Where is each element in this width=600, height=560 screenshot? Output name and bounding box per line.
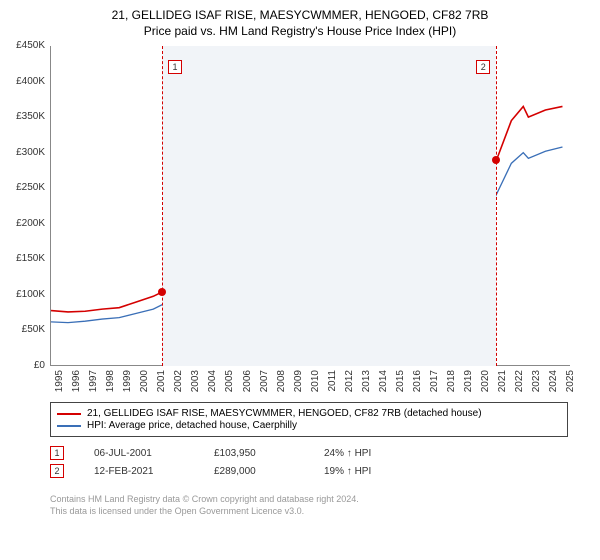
x-axis-label: 2019 — [463, 370, 474, 398]
footer-line: This data is licensed under the Open Gov… — [50, 506, 359, 518]
legend-item: HPI: Average price, detached house, Caer… — [57, 420, 561, 431]
shaded-period-band — [162, 46, 496, 366]
footer-attribution: Contains HM Land Registry data © Crown c… — [50, 494, 359, 517]
x-axis-label: 2018 — [446, 370, 457, 398]
x-axis-label: 2013 — [361, 370, 372, 398]
sales-row: 2 12-FEB-2021 £289,000 19% ↑ HPI — [50, 464, 371, 478]
y-axis-label: £400K — [5, 76, 45, 87]
x-axis-label: 2022 — [514, 370, 525, 398]
x-axis-label: 2002 — [173, 370, 184, 398]
sales-table: 1 06-JUL-2001 £103,950 24% ↑ HPI 2 12-FEB-202… — [50, 442, 371, 478]
sales-date: 12-FEB-2021 — [94, 466, 184, 477]
x-axis-label: 2011 — [327, 370, 338, 398]
x-axis-label: 2017 — [429, 370, 440, 398]
sale-marker-dot — [492, 156, 500, 164]
x-axis-label: 1996 — [71, 370, 82, 398]
x-axis-label: 2014 — [378, 370, 389, 398]
x-axis-label: 1995 — [54, 370, 65, 398]
chart-title: 21, GELLIDEG ISAF RISE, MAESYCWMMER, HEN… — [10, 8, 590, 22]
x-axis-label: 2021 — [497, 370, 508, 398]
x-axis-label: 2010 — [310, 370, 321, 398]
sale-marker-line — [496, 46, 497, 366]
y-axis-label: £100K — [5, 289, 45, 300]
y-axis-label: £150K — [5, 253, 45, 264]
legend-swatch — [57, 413, 81, 415]
x-axis-label: 2003 — [190, 370, 201, 398]
y-axis-label: £300K — [5, 147, 45, 158]
x-axis-label: 2024 — [548, 370, 559, 398]
sale-marker-box: 2 — [476, 60, 490, 74]
chart-subtitle: Price paid vs. HM Land Registry's House … — [10, 24, 590, 38]
x-axis-label: 2012 — [344, 370, 355, 398]
sales-row-marker: 2 — [50, 464, 64, 478]
chart-container: 21, GELLIDEG ISAF RISE, MAESYCWMMER, HEN… — [0, 0, 600, 560]
y-axis-label: £250K — [5, 182, 45, 193]
footer-line: Contains HM Land Registry data © Crown c… — [50, 494, 359, 506]
x-axis-label: 2020 — [480, 370, 491, 398]
sales-delta: 24% ↑ HPI — [324, 448, 371, 459]
sales-date: 06-JUL-2001 — [94, 448, 184, 459]
x-axis-label: 2025 — [565, 370, 576, 398]
sales-price: £103,950 — [214, 448, 294, 459]
x-axis-label: 2007 — [259, 370, 270, 398]
x-axis-label: 2009 — [293, 370, 304, 398]
x-axis-label: 2006 — [242, 370, 253, 398]
x-axis-label: 2016 — [412, 370, 423, 398]
y-axis-label: £450K — [5, 40, 45, 51]
sale-marker-dot — [158, 288, 166, 296]
x-axis-label: 2023 — [531, 370, 542, 398]
y-axis-label: £200K — [5, 218, 45, 229]
x-axis-label: 2001 — [156, 370, 167, 398]
x-axis-label: 1998 — [105, 370, 116, 398]
x-axis-label: 2005 — [224, 370, 235, 398]
plot-area: 12 — [50, 46, 570, 366]
sales-delta: 19% ↑ HPI — [324, 466, 371, 477]
sale-marker-line — [162, 46, 163, 366]
y-axis-label: £0 — [5, 360, 45, 371]
x-axis-label: 2004 — [207, 370, 218, 398]
y-axis-label: £50K — [5, 324, 45, 335]
legend-label: 21, GELLIDEG ISAF RISE, MAESYCWMMER, HEN… — [87, 408, 482, 419]
sales-row-marker: 1 — [50, 446, 64, 460]
legend: 21, GELLIDEG ISAF RISE, MAESYCWMMER, HEN… — [50, 402, 568, 437]
sales-price: £289,000 — [214, 466, 294, 477]
legend-item: 21, GELLIDEG ISAF RISE, MAESYCWMMER, HEN… — [57, 408, 561, 419]
legend-swatch — [57, 425, 81, 427]
sale-marker-box: 1 — [168, 60, 182, 74]
x-axis-label: 1997 — [88, 370, 99, 398]
y-axis-label: £350K — [5, 111, 45, 122]
sales-row: 1 06-JUL-2001 £103,950 24% ↑ HPI — [50, 446, 371, 460]
x-axis-label: 1999 — [122, 370, 133, 398]
x-axis-label: 2015 — [395, 370, 406, 398]
x-axis-label: 2008 — [276, 370, 287, 398]
x-axis-label: 2000 — [139, 370, 150, 398]
legend-label: HPI: Average price, detached house, Caer… — [87, 420, 297, 431]
